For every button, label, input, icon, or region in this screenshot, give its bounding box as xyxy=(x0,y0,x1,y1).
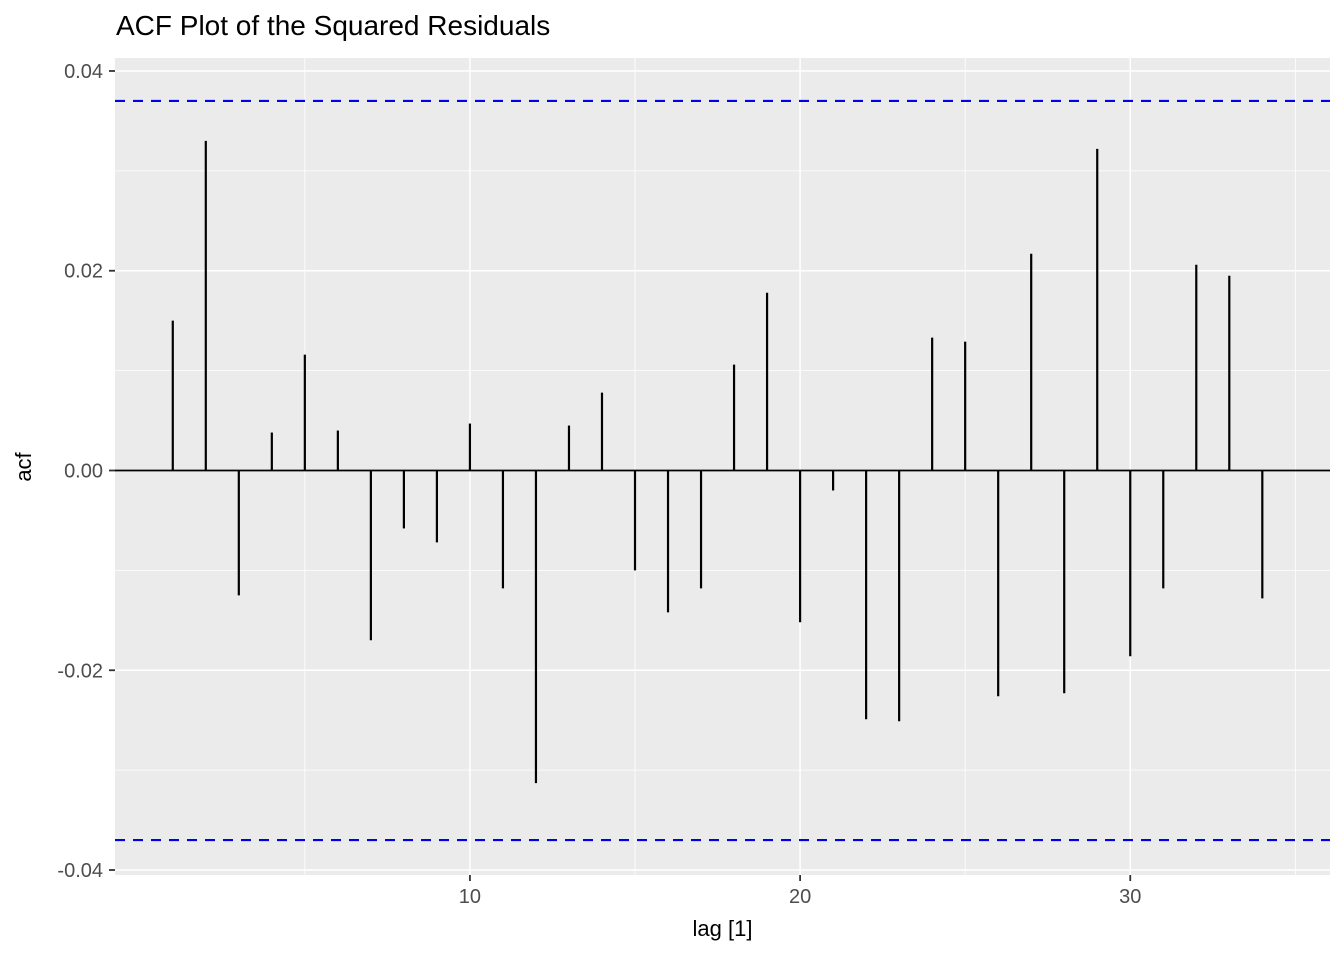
y-tick-label: 0.04 xyxy=(64,61,103,83)
x-axis-title: lag [1] xyxy=(692,916,753,941)
y-tick-label: -0.02 xyxy=(57,660,103,682)
y-axis-title: acf xyxy=(11,452,36,482)
y-tick-label: 0.00 xyxy=(64,460,103,482)
x-tick-label: 10 xyxy=(459,886,481,908)
x-tick-label: 30 xyxy=(1119,886,1141,908)
panel-background xyxy=(115,58,1330,875)
y-tick-label: -0.04 xyxy=(57,860,103,882)
plot-title: ACF Plot of the Squared Residuals xyxy=(116,10,551,41)
x-tick-label: 20 xyxy=(789,886,811,908)
y-tick-label: 0.02 xyxy=(64,261,103,283)
